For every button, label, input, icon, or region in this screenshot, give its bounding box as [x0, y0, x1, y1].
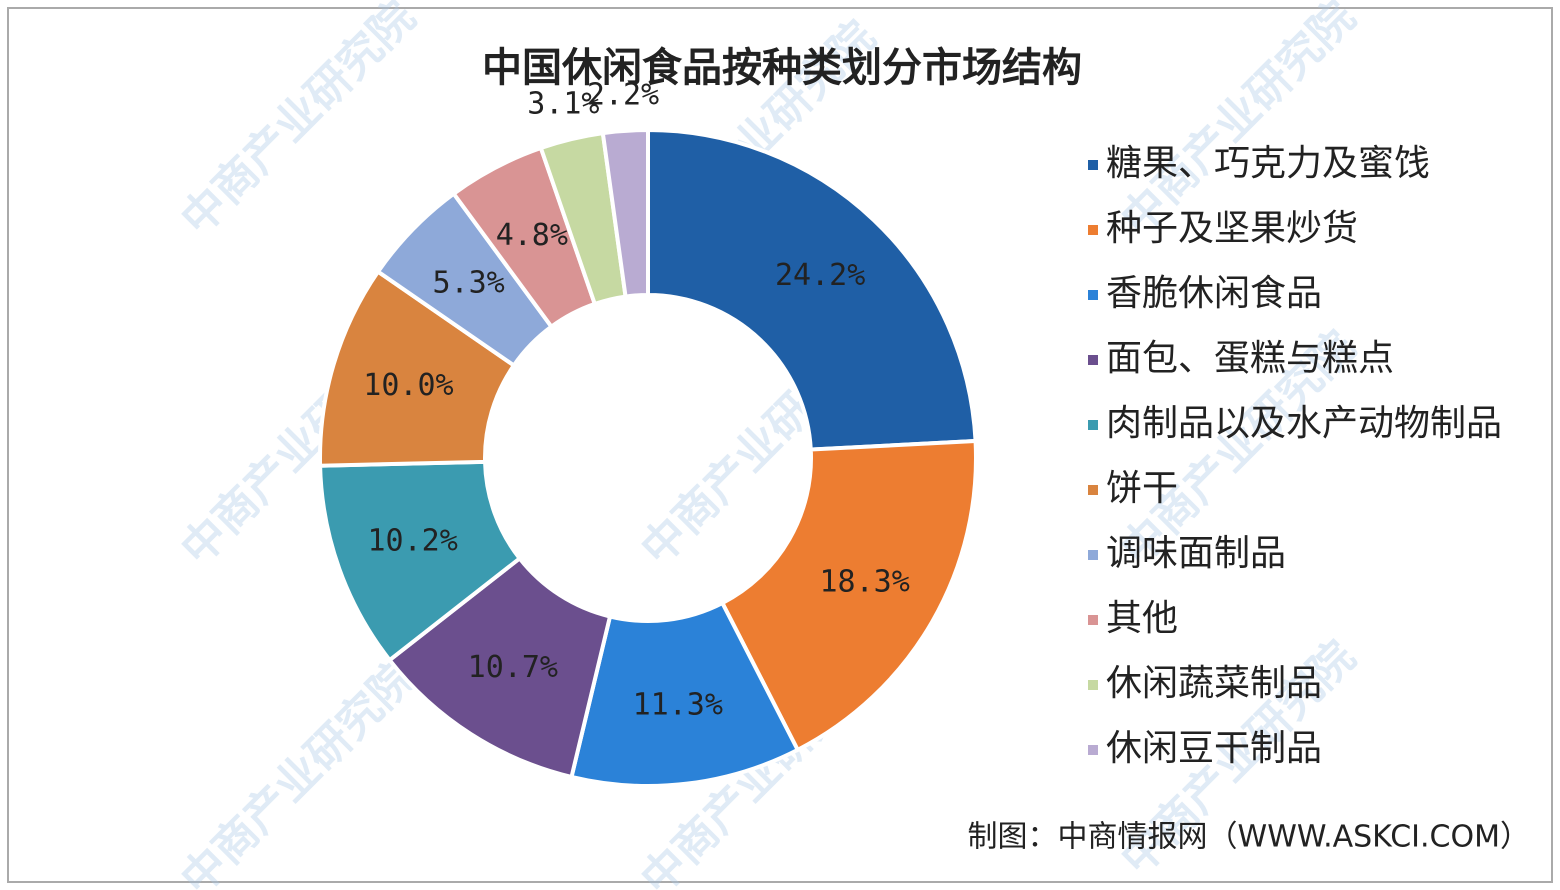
legend-label: 肉制品以及水产动物制品	[1106, 403, 1502, 444]
legend-marker	[1088, 485, 1098, 495]
legend-label: 其他	[1106, 598, 1178, 639]
legend-marker	[1088, 615, 1098, 625]
data-label: 4.8%	[496, 218, 568, 253]
donut	[318, 127, 978, 788]
legend-label: 糖果、巧克力及蜜饯	[1106, 143, 1430, 184]
data-label: 24.2%	[775, 258, 865, 293]
slice	[600, 127, 650, 299]
legend-label: 香脆休闲食品	[1106, 273, 1322, 314]
source: 制图：中商情报网（WWW.ASKCI.COM）	[968, 820, 1530, 855]
legend-label: 种子及坚果炒货	[1106, 208, 1358, 249]
slice	[646, 127, 978, 452]
data-label: 5.3%	[432, 265, 504, 300]
legend-label: 面包、蛋糕与糕点	[1106, 338, 1394, 379]
legend-label: 饼干	[1106, 468, 1178, 509]
data-label: 3.1%	[527, 87, 599, 122]
data-label: 18.3%	[819, 564, 909, 599]
data-label: 11.3%	[633, 688, 723, 723]
legend-marker	[1088, 290, 1098, 300]
data-label: 2.2%	[587, 77, 659, 112]
chart-title: 中国休闲食品按种类划分市场结构	[482, 45, 1082, 91]
slice	[719, 438, 978, 753]
data-label: 10.0%	[363, 368, 453, 403]
legend-marker	[1088, 745, 1098, 755]
legend-marker	[1088, 225, 1098, 235]
slice	[569, 600, 801, 788]
data-label: 10.7%	[468, 650, 558, 685]
legend-marker	[1088, 420, 1098, 430]
legend-label: 调味面制品	[1106, 533, 1286, 574]
legend-label: 休闲蔬菜制品	[1106, 663, 1322, 704]
legend-marker	[1088, 355, 1098, 365]
legend-label: 休闲豆干制品	[1106, 728, 1322, 769]
legend-marker	[1088, 550, 1098, 560]
legend-marker	[1088, 160, 1098, 170]
data-label: 10.2%	[367, 524, 457, 559]
legend-marker	[1088, 680, 1098, 690]
